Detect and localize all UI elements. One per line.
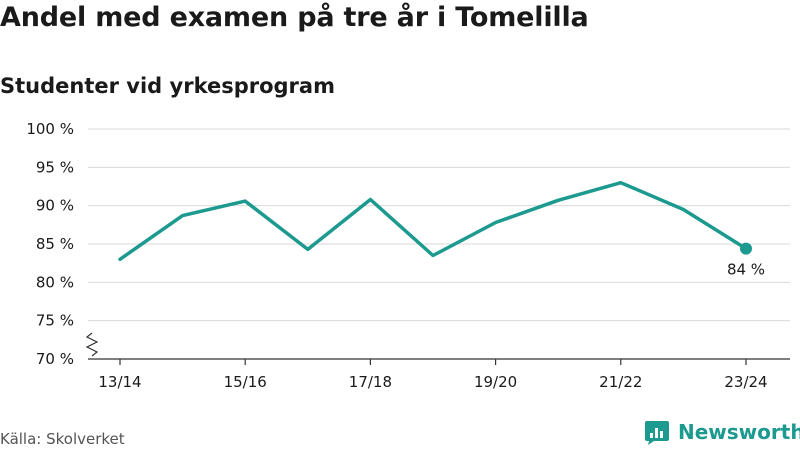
data-labels: 84 % xyxy=(727,261,765,279)
x-axis-tick-labels: 13/14 15/16 17/18 19/20 21/22 23/24 xyxy=(98,359,768,391)
x-tick-label: 23/24 xyxy=(724,373,767,391)
chart-subtitle: Studenter vid yrkesprogram xyxy=(0,74,335,98)
x-tick-label: 19/20 xyxy=(474,373,517,391)
brand[interactable]: Newsworthy xyxy=(644,419,800,445)
y-tick-label: 95 % xyxy=(36,158,74,176)
y-axis-tick-labels: 70 % 75 % 80 % 85 % 90 % 95 % 100 % xyxy=(26,120,74,368)
y-tick-label: 100 % xyxy=(26,120,74,138)
y-tick-label: 90 % xyxy=(36,197,74,215)
gridlines xyxy=(88,128,790,322)
end-point-marker xyxy=(740,242,752,255)
brand-name: Newsworthy xyxy=(678,420,800,444)
end-value-label: 84 % xyxy=(727,261,765,279)
x-tick-label: 17/18 xyxy=(349,373,392,391)
x-tick-label: 21/22 xyxy=(599,373,642,391)
newsworthy-logo-icon xyxy=(645,421,669,445)
axis-break-icon xyxy=(85,332,99,357)
y-tick-label: 70 % xyxy=(36,350,74,368)
chart-title: Andel med examen på tre år i Tomelilla xyxy=(0,2,589,33)
y-tick-label: 85 % xyxy=(36,235,74,253)
x-axis xyxy=(85,332,790,360)
x-tick-label: 15/16 xyxy=(224,373,267,391)
y-tick-label: 75 % xyxy=(36,312,74,330)
source-note: Källa: Skolverket xyxy=(0,430,125,448)
x-tick-label: 13/14 xyxy=(98,373,141,391)
series xyxy=(118,180,752,262)
y-tick-label: 80 % xyxy=(36,273,74,291)
series-line xyxy=(118,180,748,262)
